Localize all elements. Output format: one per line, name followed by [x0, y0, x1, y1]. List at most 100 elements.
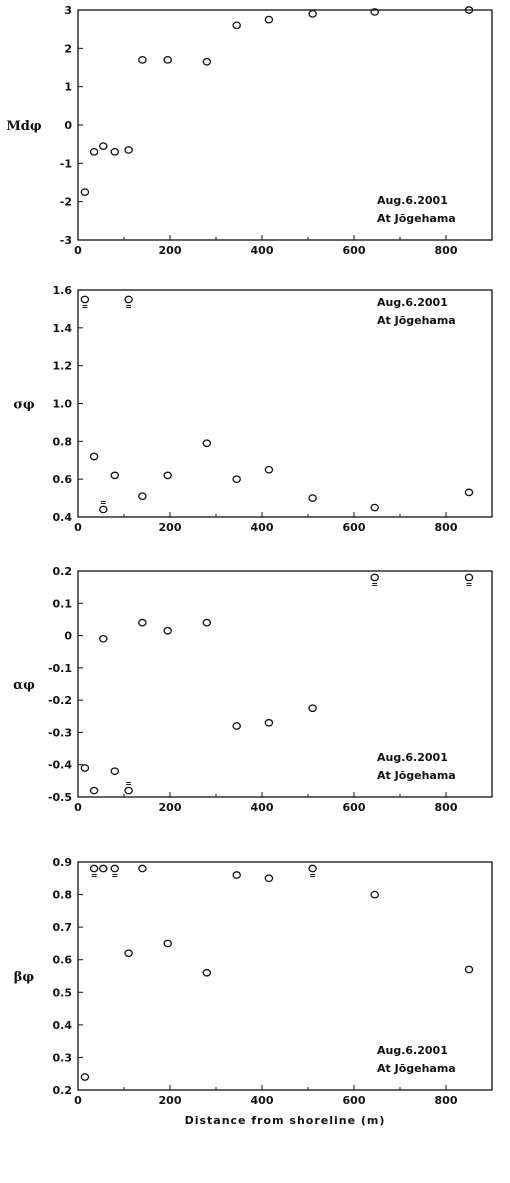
data-point — [163, 939, 172, 948]
x-tick-label: 600 — [343, 244, 366, 257]
x-tick-label: 800 — [435, 521, 458, 534]
data-point — [110, 767, 120, 776]
data-point — [202, 618, 212, 627]
y-tick-label: 1.2 — [53, 360, 73, 373]
x-tick-label: 800 — [435, 1094, 458, 1107]
data-point — [232, 722, 241, 730]
chart-annotation: Aug.6.2001 At Jōgehama — [377, 296, 456, 327]
data-point — [99, 142, 108, 150]
data-point — [370, 8, 379, 16]
data-point — [202, 968, 212, 977]
y-tick-label: 0.4 — [53, 511, 73, 524]
data-point — [80, 764, 90, 772]
x-tick-label: 0 — [74, 244, 82, 257]
data-point — [264, 874, 274, 883]
y-tick-label: 0.8 — [53, 889, 73, 902]
y-tick-label: 0.9 — [53, 856, 73, 869]
y-tick-label: 2 — [64, 42, 72, 55]
y-axis-label: σφ — [13, 398, 35, 413]
data-point — [308, 704, 317, 713]
y-tick-label: 1 — [64, 81, 72, 94]
data-point — [89, 452, 99, 461]
data-point — [163, 471, 172, 480]
x-tick-label: 600 — [343, 801, 366, 814]
data-point — [89, 147, 99, 156]
data-point — [89, 864, 99, 878]
x-tick-label: 200 — [159, 244, 182, 257]
y-tick-label: 1.4 — [53, 322, 73, 335]
x-tick-label: 0 — [74, 521, 82, 534]
data-point — [99, 864, 108, 873]
data-point — [464, 965, 474, 974]
y-tick-label: -3 — [60, 234, 72, 247]
data-point — [99, 634, 108, 643]
y-tick-label: -2 — [60, 196, 72, 209]
y-tick-label: 0.6 — [53, 473, 73, 486]
plot-frame — [77, 570, 493, 798]
x-tick-label: 600 — [343, 521, 366, 534]
chart-panel-1: 0 200 400 600 800 -3 -2 -1 0 1 2 3 Mdφ Aug.6.2001 At J… — [6, 4, 493, 257]
x-tick-label: 800 — [435, 244, 458, 257]
data-point — [99, 500, 108, 514]
data-point — [138, 618, 147, 627]
plot-frame — [77, 861, 493, 1091]
y-tick-label: -0.4 — [48, 759, 72, 772]
data-point — [89, 786, 99, 795]
y-tick-label: -1 — [60, 157, 72, 170]
y-tick-label: -0.3 — [48, 726, 72, 739]
y-tick-label: 1.0 — [53, 398, 73, 411]
data-point — [370, 573, 379, 586]
y-tick-label: 0.6 — [53, 954, 73, 967]
data-point — [464, 573, 474, 586]
chart-annotation: Aug.6.2001 At Jōgehama — [377, 1044, 456, 1075]
y-tick-label: 0.1 — [53, 597, 73, 610]
x-tick-label: 0 — [74, 1094, 82, 1107]
x-tick-label: 400 — [251, 1094, 274, 1107]
y-axis-label: βφ — [14, 970, 35, 985]
y-tick-label: 0.5 — [53, 986, 73, 999]
y-tick-label: 0.7 — [53, 921, 73, 934]
x-tick-label: 400 — [251, 521, 274, 534]
x-tick-label: 800 — [435, 801, 458, 814]
data-point — [110, 147, 120, 156]
data-point — [80, 188, 90, 196]
data-point — [308, 864, 317, 878]
x-tick-label: 200 — [159, 801, 182, 814]
y-tick-label: -0.2 — [48, 694, 72, 707]
y-tick-label: 0.2 — [53, 1084, 73, 1097]
data-point — [202, 57, 212, 66]
chart-panel-3: 0 200 400 600 800 -0.5 -0.4 -0.3 -0.2 -0.1 0 0.1 0.2… — [13, 565, 493, 814]
data-point — [80, 295, 90, 308]
data-point — [124, 782, 133, 795]
data-point — [110, 471, 120, 480]
data-point — [232, 21, 241, 30]
data-point — [80, 1073, 90, 1081]
chart-annotation: Aug.6.2001 At Jōgehama — [377, 194, 456, 225]
y-tick-label: 1.6 — [53, 284, 73, 297]
y-tick-label: 0.3 — [53, 1051, 73, 1064]
data-point — [370, 503, 379, 512]
data-point — [264, 718, 274, 727]
y-tick-label: 3 — [64, 4, 72, 17]
data-point — [264, 465, 274, 474]
data-point — [138, 492, 147, 501]
x-tick-label: 600 — [343, 1094, 366, 1107]
y-tick-label: -0.1 — [48, 662, 72, 675]
chart-annotation: Aug.6.2001 At Jōgehama — [377, 751, 456, 782]
data-point — [110, 864, 120, 878]
data-point — [370, 890, 379, 899]
data-point — [308, 494, 317, 502]
x-axis-label: Distance from shoreline (m) — [185, 1114, 386, 1127]
x-tick-label: 400 — [251, 244, 274, 257]
y-tick-label: 0.2 — [53, 565, 73, 578]
data-point — [264, 15, 274, 24]
x-tick-label: 400 — [251, 801, 274, 814]
data-point — [464, 6, 474, 14]
x-tick-label: 200 — [159, 521, 182, 534]
data-point — [163, 55, 172, 64]
y-axis-label: Mdφ — [6, 119, 41, 134]
data-point — [464, 488, 474, 497]
data-point — [138, 864, 147, 873]
data-point — [232, 475, 241, 484]
